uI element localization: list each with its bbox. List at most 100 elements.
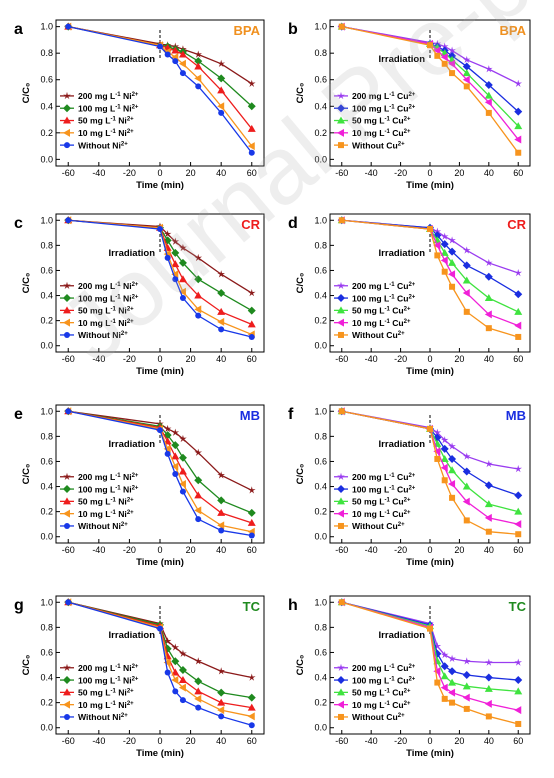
legend-label: Without Ni2+ bbox=[78, 712, 128, 722]
data-point bbox=[171, 462, 179, 471]
x-tick-label: 60 bbox=[513, 736, 523, 746]
data-point bbox=[462, 657, 471, 665]
data-point bbox=[440, 232, 449, 240]
y-tick-label: 0.6 bbox=[40, 265, 53, 275]
data-point bbox=[448, 46, 456, 54]
data-point bbox=[440, 463, 448, 472]
legend-marker bbox=[63, 688, 71, 696]
x-tick-label: 20 bbox=[454, 736, 464, 746]
data-point bbox=[217, 307, 226, 315]
data-point bbox=[514, 676, 523, 685]
data-point bbox=[462, 693, 470, 702]
y-tick-label: 1.0 bbox=[314, 215, 327, 225]
data-point bbox=[218, 713, 225, 720]
legend-label: 100 mg L-1 Cu2+ bbox=[352, 293, 416, 303]
data-point bbox=[194, 50, 203, 58]
series-4 bbox=[65, 217, 255, 340]
data-point bbox=[194, 291, 203, 299]
data-point bbox=[448, 442, 456, 450]
x-tick-label: 40 bbox=[484, 354, 494, 364]
legend-label: 200 mg L-1 Cu2+ bbox=[352, 281, 416, 291]
data-point bbox=[194, 62, 203, 70]
legend-label: 100 mg L-1 Cu2+ bbox=[352, 103, 416, 113]
pollutant-label: MB bbox=[506, 408, 526, 423]
data-point bbox=[157, 226, 163, 233]
x-tick-label: 40 bbox=[484, 168, 494, 178]
data-point bbox=[179, 488, 186, 495]
data-point bbox=[338, 23, 345, 30]
data-point bbox=[441, 695, 448, 702]
data-point bbox=[248, 532, 255, 539]
data-point bbox=[484, 91, 493, 99]
legend-label: 10 mg L-1 Cu2+ bbox=[352, 318, 411, 328]
x-tick-label: 0 bbox=[157, 545, 162, 555]
data-point bbox=[433, 667, 441, 676]
x-tick-label: -40 bbox=[365, 168, 378, 178]
legend-label: 10 mg L-1 Ni2+ bbox=[78, 318, 134, 328]
legend-marker bbox=[64, 142, 70, 149]
data-point bbox=[178, 467, 187, 475]
data-point bbox=[433, 642, 442, 650]
data-point bbox=[448, 258, 457, 266]
x-tick-label: 40 bbox=[484, 736, 494, 746]
x-tick-label: 20 bbox=[186, 545, 196, 555]
data-point bbox=[514, 464, 523, 473]
x-axis-label: Time (min) bbox=[136, 557, 184, 568]
data-point bbox=[194, 694, 202, 703]
legend-label: 50 mg L-1 Ni2+ bbox=[78, 688, 134, 698]
x-tick-label: 20 bbox=[186, 354, 196, 364]
data-point bbox=[171, 260, 180, 268]
legend-marker bbox=[338, 142, 344, 149]
data-point bbox=[248, 722, 255, 729]
data-point bbox=[338, 217, 345, 224]
data-point bbox=[217, 521, 225, 530]
x-tick-label: -40 bbox=[365, 736, 378, 746]
data-point bbox=[247, 486, 256, 494]
data-point bbox=[462, 75, 470, 84]
data-point bbox=[484, 81, 493, 90]
data-point bbox=[441, 60, 448, 67]
y-tick-label: 0.6 bbox=[314, 456, 327, 466]
x-axis-label: Time (min) bbox=[136, 748, 184, 759]
x-axis-label: Time (min) bbox=[406, 366, 454, 377]
y-tick-label: 0.8 bbox=[40, 431, 53, 441]
legend-marker bbox=[337, 700, 344, 709]
data-point bbox=[194, 687, 203, 695]
legend: 200 mg L-1 Ni2+ 100 mg L-1 Ni2+ 50 mg L-1 … bbox=[60, 663, 139, 722]
legend-marker bbox=[337, 318, 344, 327]
data-point bbox=[217, 698, 226, 706]
data-point bbox=[217, 59, 225, 68]
data-point bbox=[434, 252, 441, 259]
data-point bbox=[65, 217, 72, 224]
legend-label: 50 mg L-1 Ni2+ bbox=[78, 306, 134, 316]
x-tick-label: 40 bbox=[216, 736, 226, 746]
data-point bbox=[448, 688, 456, 697]
data-point bbox=[448, 454, 457, 463]
legend-label: 50 mg L-1 Cu2+ bbox=[352, 306, 411, 316]
legend-label: 100 mg L-1 Ni2+ bbox=[78, 103, 139, 113]
y-tick-label: 1.0 bbox=[314, 406, 327, 416]
data-point bbox=[179, 649, 187, 657]
data-point bbox=[484, 98, 492, 107]
data-point bbox=[440, 436, 449, 444]
data-point bbox=[440, 672, 449, 680]
panel-letter: b bbox=[288, 21, 298, 38]
x-tick-label: -60 bbox=[335, 736, 348, 746]
data-point bbox=[448, 667, 457, 676]
data-point bbox=[434, 679, 441, 686]
data-point bbox=[157, 43, 163, 50]
legend-label: 100 mg L-1 Ni2+ bbox=[78, 293, 139, 303]
data-point bbox=[440, 444, 449, 453]
legend-marker bbox=[338, 331, 344, 338]
data-point bbox=[248, 149, 255, 156]
data-point bbox=[194, 275, 203, 284]
series-line bbox=[68, 601, 252, 726]
data-point bbox=[178, 453, 187, 462]
chart-panel-d: -60 -40 -20 0 20 40 60 0.0 0.2 0.4 0.6 0.8 1.0 Time (… bbox=[288, 213, 531, 377]
data-point bbox=[448, 270, 456, 279]
data-point bbox=[178, 683, 186, 692]
data-point bbox=[178, 275, 187, 283]
data-point bbox=[247, 289, 256, 297]
data-point bbox=[440, 256, 448, 265]
legend: 200 mg L-1 Cu2+ 100 mg L-1 Cu2+ 50 mg L-1 … bbox=[334, 663, 416, 722]
